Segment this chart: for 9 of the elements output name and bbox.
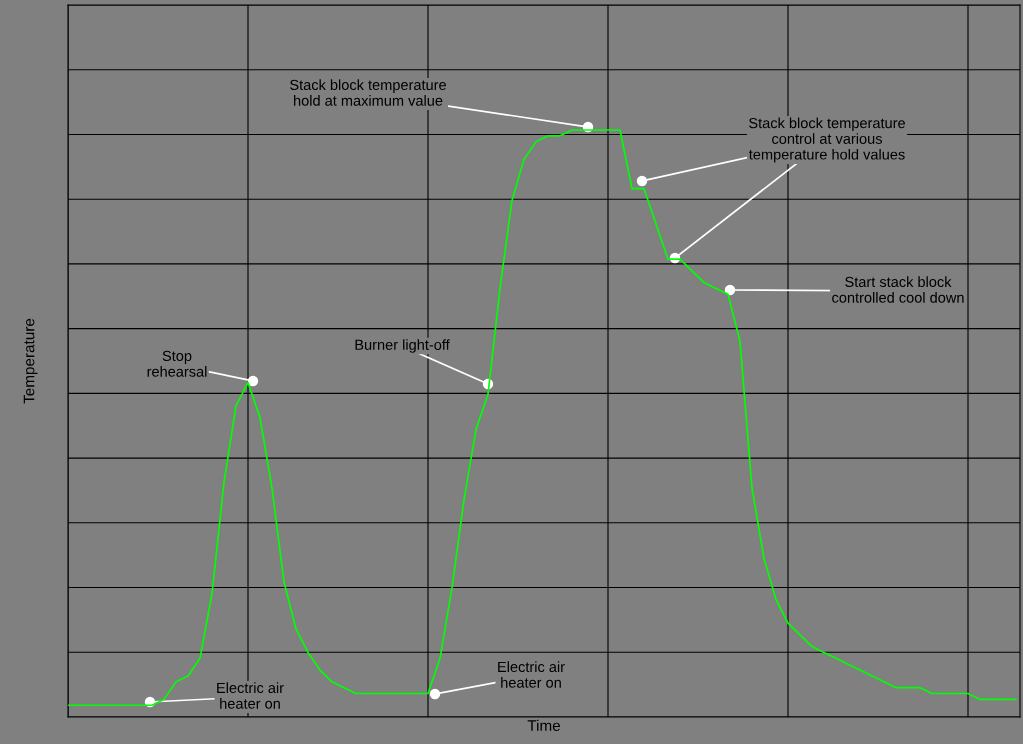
annotation: Burner light-off bbox=[355, 339, 450, 353]
annotation: Stack block temperature control at various temperature hold values bbox=[749, 117, 905, 163]
annotation: Start stack block controlled cool down bbox=[832, 276, 964, 303]
y-axis-title: Temperature bbox=[23, 318, 38, 404]
x-axis-title: Time bbox=[527, 719, 561, 731]
text: Stack block temperature hold at maximum value bbox=[290, 79, 446, 106]
annotation: Electric air heater on bbox=[217, 682, 284, 709]
annotation: Electric air heater on bbox=[498, 661, 565, 688]
annotation: Stop rehearsal bbox=[147, 350, 207, 377]
